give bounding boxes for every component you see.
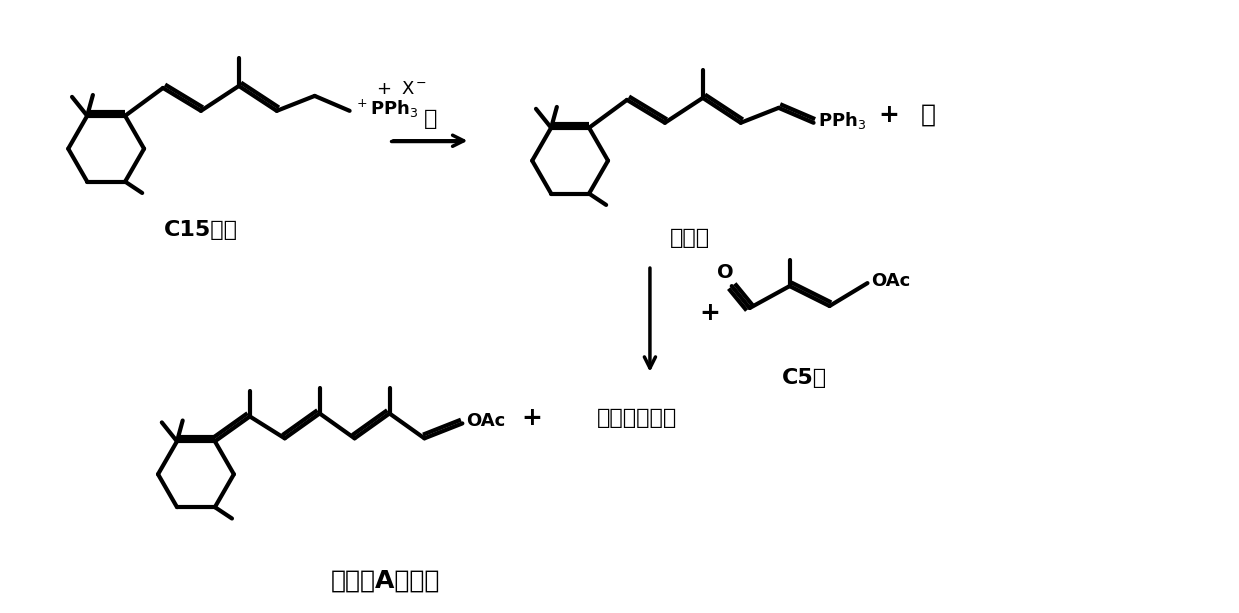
Text: PPh$_3$: PPh$_3$ [818,110,866,131]
Text: X$^-$: X$^-$ [401,80,427,98]
Text: 碱: 碱 [424,109,437,129]
Text: $^+$PPh$_3$: $^+$PPh$_3$ [353,97,418,120]
Text: 三苯基氧化炉: 三苯基氧化炉 [597,408,676,428]
Text: C5醇: C5醇 [782,368,828,387]
Text: C15炉盐: C15炉盐 [164,220,238,240]
Text: 叶立德: 叶立德 [670,228,710,248]
Text: +: + [878,103,898,127]
Text: OAc: OAc [871,272,911,290]
Text: O: O [717,263,733,282]
Text: +: + [522,406,543,430]
Text: 维生素A醛酸酯: 维生素A醛酸酯 [331,569,440,593]
Text: +: + [699,301,720,325]
Text: +: + [375,80,392,98]
Text: OAc: OAc [466,413,506,430]
Text: 盐: 盐 [921,103,935,127]
